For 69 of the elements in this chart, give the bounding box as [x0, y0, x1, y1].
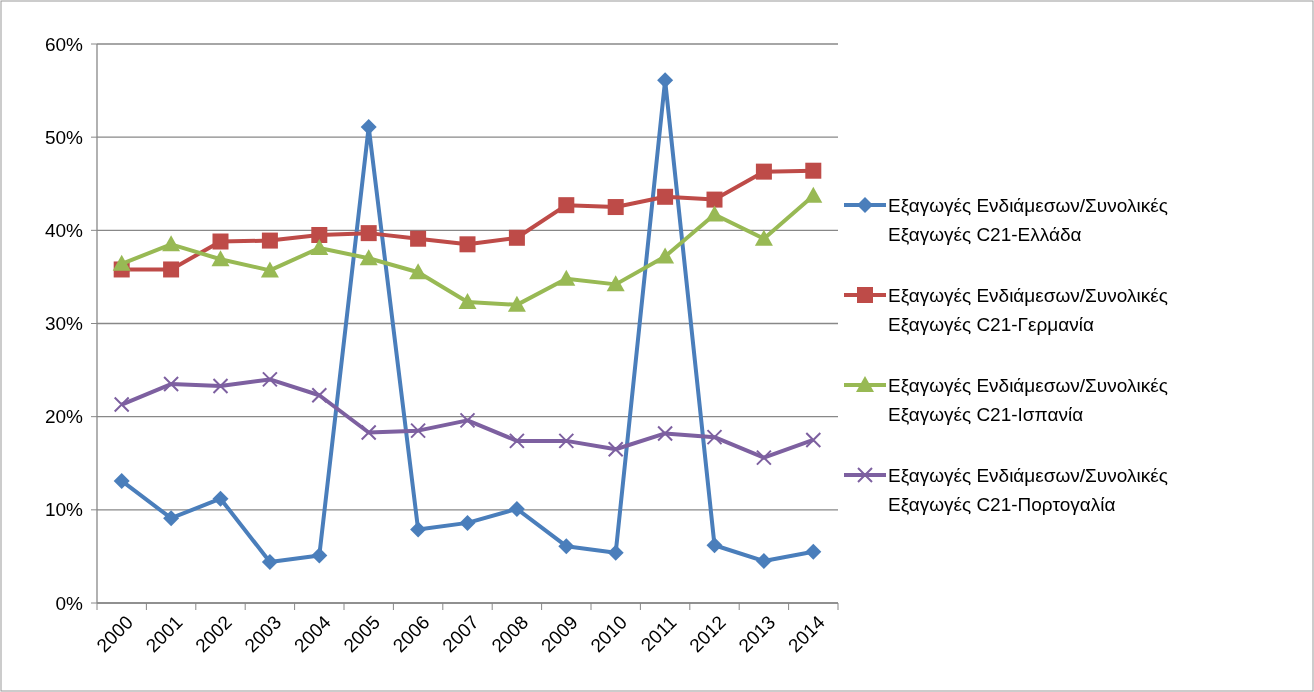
point [606, 275, 625, 292]
point [558, 538, 575, 555]
point [755, 449, 772, 466]
point [607, 544, 624, 561]
y-tick-label: 0% [55, 592, 84, 614]
point [163, 376, 180, 393]
point [805, 162, 822, 179]
legend-label: Εξαγωγές Ενδιάμεσων/Συνολικές Εξαγωγές C21-Πορτογαλία [888, 464, 1168, 515]
point [261, 554, 278, 571]
point [410, 422, 427, 439]
point [212, 233, 229, 250]
point [162, 235, 181, 252]
point [211, 250, 230, 267]
point [755, 163, 772, 180]
point [360, 225, 377, 242]
point [260, 261, 279, 278]
point [804, 186, 823, 203]
point [311, 547, 328, 564]
y-tick-label: 60% [44, 33, 84, 55]
point [261, 371, 278, 388]
point [311, 387, 328, 404]
point [657, 425, 674, 442]
point [706, 537, 723, 554]
point [410, 521, 427, 538]
point [410, 230, 427, 247]
y-tick-label: 10% [44, 499, 84, 521]
point [508, 500, 525, 517]
point [113, 396, 130, 413]
y-tick-label: 20% [44, 406, 84, 428]
point [360, 118, 377, 135]
point [607, 199, 624, 216]
point [113, 472, 130, 489]
point [657, 188, 674, 205]
point [163, 510, 180, 527]
point [310, 239, 329, 256]
point [409, 263, 428, 280]
point [705, 205, 724, 222]
legend-label: Εξαγωγές Ενδιάμεσων/Συνολικές Εξαγωγές C21-Ισπανία [888, 374, 1168, 425]
point [805, 543, 822, 560]
point [311, 226, 328, 243]
point [459, 236, 476, 253]
point [706, 429, 723, 446]
point [558, 197, 575, 214]
y-tick-label: 30% [44, 313, 84, 334]
point [212, 490, 229, 507]
point [458, 293, 477, 310]
legend-label: Εξαγωγές Ενδιάμεσων/Συνολικές Εξαγωγές C21-Ελλάδα [888, 194, 1168, 245]
point [212, 377, 229, 394]
point [261, 232, 278, 249]
point [607, 441, 624, 458]
point [656, 247, 675, 264]
point [508, 432, 525, 449]
point [754, 229, 773, 246]
point [163, 261, 180, 278]
point [112, 254, 131, 271]
legend-label: Εξαγωγές Ενδιάμεσων/Συνολικές Εξαγωγές C21-Γερμανία [888, 284, 1168, 335]
point [507, 295, 526, 312]
point [706, 191, 723, 208]
y-tick-label: 50% [44, 126, 84, 148]
point [557, 269, 576, 286]
point [558, 432, 575, 449]
y-tick-label: 40% [44, 219, 84, 241]
point [360, 424, 377, 441]
point [459, 514, 476, 531]
point [459, 412, 476, 429]
point [805, 431, 822, 448]
point [508, 229, 525, 246]
point [359, 249, 378, 266]
point [755, 553, 772, 570]
